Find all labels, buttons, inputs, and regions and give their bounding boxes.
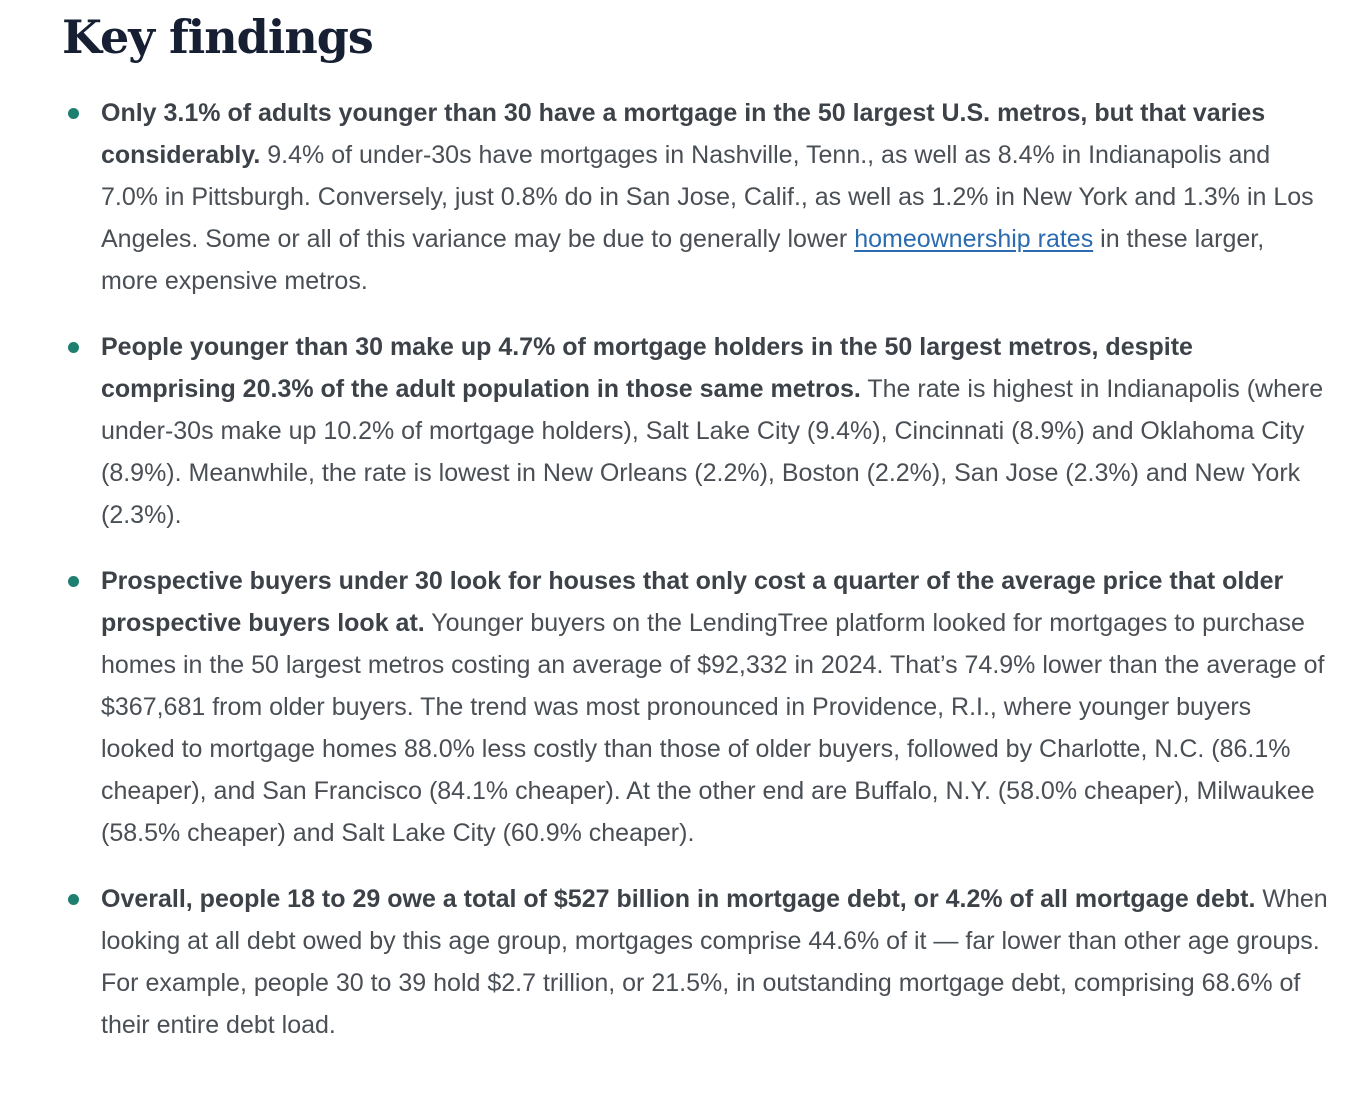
finding-lead: Only 3.1% of adults younger than 30 have… <box>101 99 1266 169</box>
finding-lead: Overall, people 18 to 29 owe a total of … <box>101 885 1256 913</box>
finding-body: Younger buyers on the LendingTree platfo… <box>101 609 1325 847</box>
finding-body-end: in these larger, more expensive metros. <box>101 225 1265 295</box>
bullet-icon <box>68 576 79 587</box>
bullet-icon <box>68 342 79 353</box>
bullet-icon <box>68 108 79 119</box>
homeownership-rates-link[interactable]: homeownership rates <box>854 225 1094 253</box>
finding-lead: People younger than 30 make up 4.7% of m… <box>101 333 1193 403</box>
finding-item-under30-mortgage-share: Only 3.1% of adults younger than 30 have… <box>62 92 1328 302</box>
finding-body: 9.4% of under-30s have mortgages in Nash… <box>101 141 1314 253</box>
finding-body: The rate is highest in Indianapolis (whe… <box>101 375 1324 529</box>
finding-lead: Prospective buyers under 30 look for hou… <box>101 567 1284 637</box>
finding-item-home-price-search: Prospective buyers under 30 look for hou… <box>62 560 1328 854</box>
section-heading: Key findings <box>62 10 374 64</box>
finding-item-mortgage-holders-share: People younger than 30 make up 4.7% of m… <box>62 326 1328 536</box>
key-findings-section: Key findings Only 3.1% of adults younger… <box>62 0 1328 1070</box>
finding-item-total-mortgage-debt: Overall, people 18 to 29 owe a total of … <box>62 878 1328 1046</box>
finding-body: When looking at all debt owed by this ag… <box>101 885 1328 1039</box>
findings-list: Only 3.1% of adults younger than 30 have… <box>62 92 1328 1046</box>
bullet-icon <box>68 894 79 905</box>
